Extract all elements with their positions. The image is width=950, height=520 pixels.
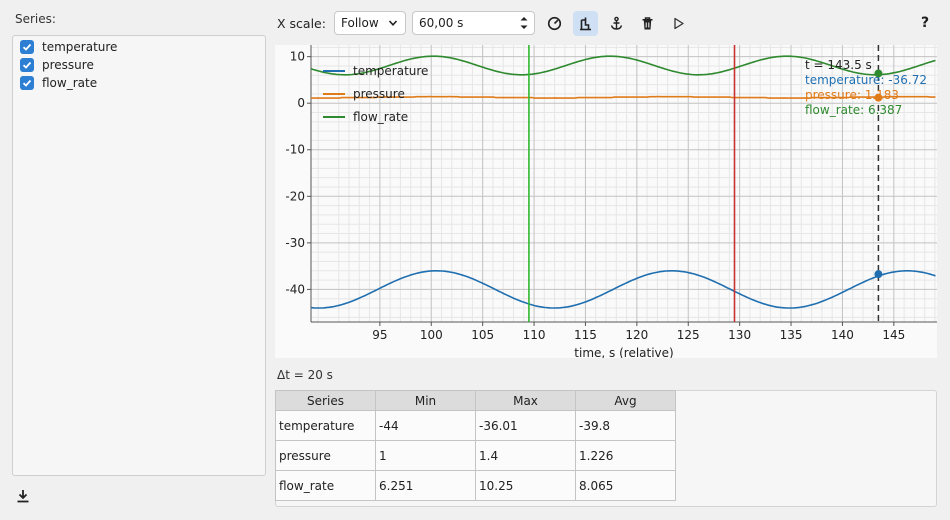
x-tick-label: 100 [420, 328, 443, 342]
table-row[interactable]: temperature -44 -36.01 -39.8 [275, 410, 676, 441]
cursor-point [874, 93, 883, 102]
series-toggle-pressure[interactable]: pressure [20, 56, 94, 74]
y-tick-label: -20 [285, 189, 305, 203]
cursor-readout-temperature: temperature: -36.72 [805, 73, 927, 87]
legend-label: pressure [353, 87, 405, 101]
legend-label: flow_rate [353, 110, 408, 124]
checkbox-checked-icon[interactable] [20, 76, 34, 90]
cell-avg: 8.065 [575, 470, 676, 501]
checkbox-checked-icon[interactable] [20, 58, 34, 72]
cursor-point [874, 270, 883, 279]
cell-max: -36.01 [475, 410, 576, 441]
x-scale-mode-select[interactable]: Follow [334, 11, 406, 35]
y-tick-label: 10 [290, 50, 305, 64]
stats-header-row: Series Min Max Avg [275, 390, 676, 411]
x-tick-label: 145 [882, 328, 905, 342]
cell-avg: 1.226 [575, 440, 676, 471]
cell-series: pressure [275, 440, 376, 471]
y-tick-label: -10 [285, 143, 305, 157]
stats-table: Series Min Max Avg temperature -44 -36.0… [275, 390, 676, 501]
series-heading: Series: [15, 12, 56, 26]
series-label: temperature [42, 40, 118, 54]
cell-max: 1.4 [475, 440, 576, 471]
chevron-down-icon [388, 20, 398, 26]
pin-cursor-button[interactable] [573, 11, 598, 36]
x-tick-label: 115 [574, 328, 597, 342]
stats-panel: Series Min Max Avg temperature -44 -36.0… [275, 390, 937, 507]
cursor-readout-pressure: pressure: 1.183 [805, 88, 899, 102]
cell-series: flow_rate [275, 470, 376, 501]
time-window-value: 60,00 s [419, 16, 464, 30]
delta-time-label: Δt = 20 s [277, 368, 333, 382]
series-list: temperature pressure flow_rate [12, 35, 266, 476]
clear-button[interactable] [635, 11, 660, 36]
play-icon [674, 17, 684, 30]
y-tick-label: -30 [285, 236, 305, 250]
anchor-button[interactable] [604, 11, 629, 36]
x-tick-label: 105 [471, 328, 494, 342]
spin-arrows-icon[interactable] [519, 14, 529, 32]
x-axis-title: time, s (relative) [574, 346, 673, 358]
cursor-readout-flow-rate: flow_rate: 6.387 [805, 103, 902, 117]
x-tick-label: 135 [780, 328, 803, 342]
cell-min: -44 [375, 410, 476, 441]
x-tick-label: 140 [831, 328, 854, 342]
series-label: flow_rate [42, 76, 98, 90]
download-icon[interactable] [14, 487, 32, 505]
header-max[interactable]: Max [475, 390, 576, 411]
series-toggle-flow-rate[interactable]: flow_rate [20, 74, 97, 92]
reset-view-button[interactable] [542, 11, 567, 36]
anchor-icon [610, 16, 623, 30]
time-series-plot[interactable]: 10 0 -10 -20 -30 -40 95 100 105 110 115 120 125 130 13… [275, 45, 937, 358]
time-window-spinbox[interactable]: 60,00 s [412, 11, 535, 35]
minor-grid [311, 45, 937, 322]
cursor-point [874, 69, 883, 78]
plot-area [311, 45, 937, 322]
x-scale-mode-value: Follow [341, 16, 379, 30]
series-line-temperature [310, 270, 936, 309]
help-button[interactable]: ? [920, 15, 930, 31]
legend-label: temperature [353, 64, 428, 78]
trash-icon [642, 17, 653, 30]
series-toggle-temperature[interactable]: temperature [20, 38, 117, 56]
x-tick-label: 110 [523, 328, 546, 342]
table-row[interactable]: flow_rate 6.251 10.25 8.065 [275, 470, 676, 501]
cursor-time-label: t = 143.5 s [805, 58, 872, 72]
y-tick-label: -40 [285, 282, 305, 296]
cell-avg: -39.8 [575, 410, 676, 441]
series-line-flow-rate [310, 55, 936, 76]
pin-cursor-icon [580, 17, 591, 31]
x-tick-label: 130 [728, 328, 751, 342]
play-button[interactable] [666, 11, 691, 36]
x-tick-label: 125 [677, 328, 700, 342]
x-tick-label: 95 [372, 328, 387, 342]
cell-series: temperature [275, 410, 376, 441]
x-scale-label: X scale: [277, 16, 326, 31]
reset-view-icon [547, 16, 562, 31]
y-tick-label: 0 [297, 96, 305, 110]
cell-max: 10.25 [475, 470, 576, 501]
cell-min: 1 [375, 440, 476, 471]
header-avg[interactable]: Avg [575, 390, 676, 411]
header-min[interactable]: Min [375, 390, 476, 411]
series-label: pressure [42, 58, 94, 72]
header-series[interactable]: Series [275, 390, 376, 411]
series-line-pressure [311, 95, 936, 99]
x-tick-label: 120 [625, 328, 648, 342]
checkbox-checked-icon[interactable] [20, 40, 34, 54]
table-row[interactable]: pressure 1 1.4 1.226 [275, 440, 676, 471]
cell-min: 6.251 [375, 470, 476, 501]
